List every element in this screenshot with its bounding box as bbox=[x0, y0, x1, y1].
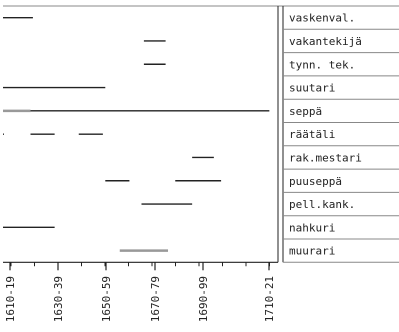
row-label-0: vaskenval. bbox=[289, 12, 355, 25]
row-labels: vaskenval. vakantekijä tynn. tek. suutari se… bbox=[289, 12, 362, 258]
row-label-2: tynn. tek. bbox=[289, 58, 355, 71]
row-label-7: puuseppä bbox=[289, 175, 342, 188]
tick-label-1: 1630-39 bbox=[52, 276, 65, 322]
tick-label-3: 1670-79 bbox=[149, 276, 162, 322]
row-label-1: vakantekijä bbox=[289, 35, 362, 48]
tick-label-0: 1610-19 bbox=[4, 276, 17, 322]
row-label-5: räätäli bbox=[289, 128, 335, 141]
row-label-10: muurari bbox=[289, 245, 335, 258]
row-label-3: suutari bbox=[289, 82, 335, 95]
tick-label-2: 1650-59 bbox=[100, 276, 113, 322]
tick-label-5: 1710-21 bbox=[263, 276, 276, 322]
x-axis: 1610-19 1630-39 1650-59 1670-79 1690-99 1710-… bbox=[3, 261, 278, 322]
segments-layer bbox=[3, 16, 270, 252]
row-label-9: nahkuri bbox=[289, 221, 335, 234]
row-label-4: seppä bbox=[289, 105, 322, 118]
tick-label-4: 1690-99 bbox=[197, 276, 210, 322]
row-label-8: pell.kank. bbox=[289, 198, 355, 211]
row-label-6: rak.mestari bbox=[289, 151, 362, 164]
grid-lines bbox=[3, 5, 399, 263]
